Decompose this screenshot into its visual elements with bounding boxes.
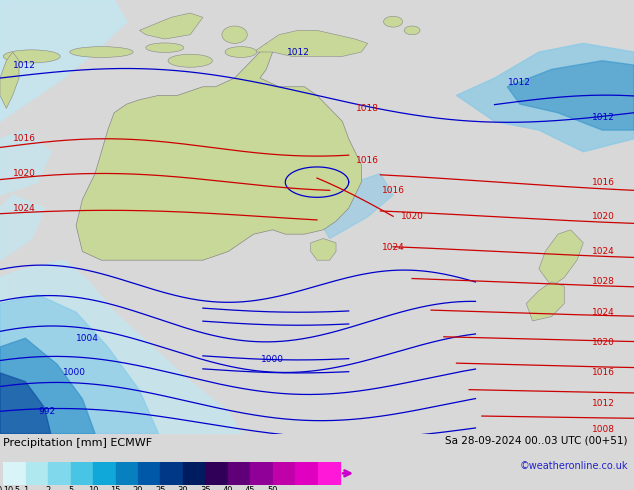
Bar bbox=[93, 462, 115, 485]
Text: 2: 2 bbox=[46, 486, 51, 490]
Text: 20: 20 bbox=[133, 486, 143, 490]
Text: 25: 25 bbox=[155, 486, 165, 490]
Text: 10: 10 bbox=[87, 486, 98, 490]
Ellipse shape bbox=[3, 50, 60, 63]
Polygon shape bbox=[0, 295, 158, 434]
Text: 1018: 1018 bbox=[356, 104, 379, 113]
Text: 1016: 1016 bbox=[592, 368, 615, 377]
Text: 5: 5 bbox=[68, 486, 73, 490]
Text: 35: 35 bbox=[200, 486, 210, 490]
Text: 40: 40 bbox=[223, 486, 233, 490]
Bar bbox=[115, 462, 138, 485]
Text: Precipitation [mm] ECMWF: Precipitation [mm] ECMWF bbox=[3, 438, 152, 448]
Text: 1020: 1020 bbox=[592, 212, 615, 221]
Polygon shape bbox=[0, 338, 95, 434]
Polygon shape bbox=[0, 373, 51, 434]
Text: 0.5: 0.5 bbox=[8, 486, 21, 490]
Ellipse shape bbox=[384, 16, 403, 27]
Polygon shape bbox=[0, 0, 127, 122]
Polygon shape bbox=[0, 130, 51, 195]
Text: Sa 28-09-2024 00..03 UTC (00+51): Sa 28-09-2024 00..03 UTC (00+51) bbox=[445, 435, 628, 445]
Bar bbox=[3, 462, 25, 485]
Text: 1004: 1004 bbox=[76, 334, 99, 343]
Text: 1000: 1000 bbox=[63, 368, 86, 377]
Polygon shape bbox=[254, 30, 368, 56]
Polygon shape bbox=[76, 44, 361, 260]
Text: 1016: 1016 bbox=[356, 156, 379, 165]
Text: 0.1: 0.1 bbox=[0, 486, 10, 490]
Bar bbox=[48, 462, 70, 485]
Ellipse shape bbox=[225, 47, 257, 57]
Text: 1: 1 bbox=[23, 486, 29, 490]
Polygon shape bbox=[311, 239, 336, 260]
Polygon shape bbox=[139, 13, 203, 39]
Text: 1024: 1024 bbox=[592, 247, 615, 256]
Text: 1012: 1012 bbox=[508, 78, 531, 87]
Ellipse shape bbox=[404, 26, 420, 35]
Bar bbox=[228, 462, 250, 485]
Bar bbox=[318, 462, 340, 485]
Text: 1016: 1016 bbox=[592, 178, 615, 187]
Text: 15: 15 bbox=[110, 486, 120, 490]
Polygon shape bbox=[317, 173, 393, 239]
Bar bbox=[273, 462, 295, 485]
Text: 1020: 1020 bbox=[401, 212, 424, 221]
Polygon shape bbox=[0, 195, 44, 260]
Text: 1020: 1020 bbox=[13, 169, 36, 178]
Bar bbox=[295, 462, 318, 485]
Text: 1016: 1016 bbox=[13, 134, 36, 143]
Bar bbox=[205, 462, 228, 485]
Text: 1012: 1012 bbox=[592, 113, 615, 122]
Bar bbox=[138, 462, 160, 485]
Text: 1024: 1024 bbox=[592, 308, 615, 317]
Ellipse shape bbox=[168, 54, 212, 67]
Text: 1012: 1012 bbox=[287, 48, 309, 56]
Ellipse shape bbox=[222, 26, 247, 44]
Bar bbox=[70, 462, 93, 485]
Text: 1012: 1012 bbox=[592, 399, 615, 408]
Polygon shape bbox=[0, 52, 19, 108]
Polygon shape bbox=[507, 61, 634, 130]
Text: 1012: 1012 bbox=[13, 61, 36, 70]
Bar bbox=[250, 462, 273, 485]
Bar bbox=[160, 462, 183, 485]
Text: 45: 45 bbox=[245, 486, 256, 490]
Text: 1008: 1008 bbox=[592, 425, 615, 434]
Polygon shape bbox=[0, 260, 241, 434]
Text: 1000: 1000 bbox=[261, 355, 284, 365]
Polygon shape bbox=[539, 230, 583, 286]
Ellipse shape bbox=[146, 43, 184, 52]
Bar bbox=[183, 462, 205, 485]
Text: 992: 992 bbox=[38, 408, 55, 416]
Text: 1028: 1028 bbox=[592, 277, 615, 286]
Text: 1024: 1024 bbox=[13, 204, 36, 213]
Text: ©weatheronline.co.uk: ©weatheronline.co.uk bbox=[519, 461, 628, 471]
Text: 1020: 1020 bbox=[592, 338, 615, 347]
Text: 1016: 1016 bbox=[382, 186, 404, 196]
Polygon shape bbox=[456, 44, 634, 152]
Polygon shape bbox=[526, 282, 564, 321]
Text: 1024: 1024 bbox=[382, 243, 404, 252]
Text: 30: 30 bbox=[178, 486, 188, 490]
Bar bbox=[25, 462, 48, 485]
Ellipse shape bbox=[70, 47, 133, 57]
Text: 50: 50 bbox=[268, 486, 278, 490]
